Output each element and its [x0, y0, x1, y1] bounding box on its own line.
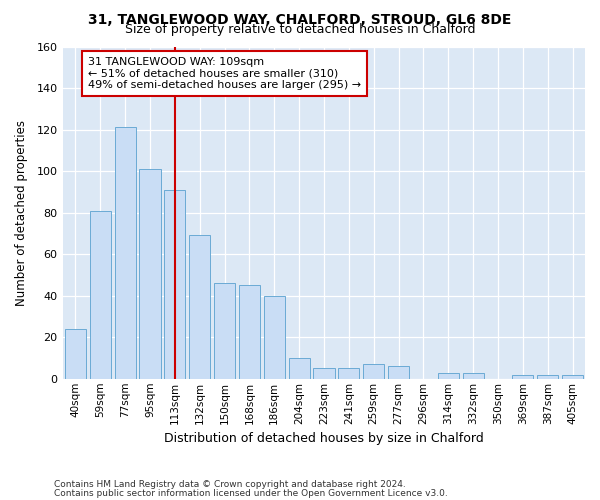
- Bar: [264, 296, 285, 379]
- Bar: [363, 364, 384, 379]
- Text: Size of property relative to detached houses in Chalford: Size of property relative to detached ho…: [125, 22, 475, 36]
- Bar: [537, 374, 558, 379]
- Text: Contains HM Land Registry data © Crown copyright and database right 2024.: Contains HM Land Registry data © Crown c…: [54, 480, 406, 489]
- Bar: [289, 358, 310, 379]
- Bar: [388, 366, 409, 379]
- Bar: [214, 283, 235, 379]
- Bar: [239, 286, 260, 379]
- Bar: [65, 329, 86, 379]
- Bar: [189, 236, 210, 379]
- Y-axis label: Number of detached properties: Number of detached properties: [15, 120, 28, 306]
- Bar: [115, 128, 136, 379]
- Bar: [438, 372, 459, 379]
- Text: 31 TANGLEWOOD WAY: 109sqm
← 51% of detached houses are smaller (310)
49% of semi: 31 TANGLEWOOD WAY: 109sqm ← 51% of detac…: [88, 57, 361, 90]
- Bar: [512, 374, 533, 379]
- Bar: [313, 368, 335, 379]
- Text: Contains public sector information licensed under the Open Government Licence v3: Contains public sector information licen…: [54, 488, 448, 498]
- Bar: [139, 169, 161, 379]
- Bar: [338, 368, 359, 379]
- Bar: [164, 190, 185, 379]
- Text: 31, TANGLEWOOD WAY, CHALFORD, STROUD, GL6 8DE: 31, TANGLEWOOD WAY, CHALFORD, STROUD, GL…: [88, 12, 512, 26]
- Bar: [90, 210, 111, 379]
- Bar: [463, 372, 484, 379]
- X-axis label: Distribution of detached houses by size in Chalford: Distribution of detached houses by size …: [164, 432, 484, 445]
- Bar: [562, 374, 583, 379]
